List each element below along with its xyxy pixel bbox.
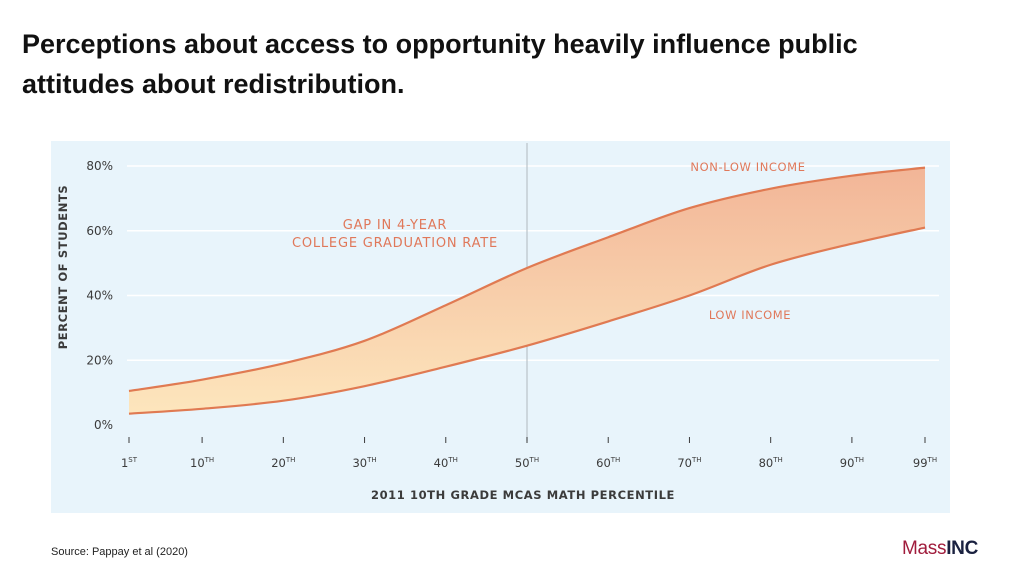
gap-annotation-line-1: GAP IN 4-YEAR xyxy=(343,218,448,233)
slide-title-line-1: Perceptions about access to opportunity … xyxy=(22,29,858,59)
logo-inc-text: INC xyxy=(946,538,979,559)
graduation-gap-chart: 0% 20% 40% 60% 80% 1ST 10TH 20TH 30TH 40TH 50TH 60… xyxy=(51,141,950,513)
x-tick-label: 20TH xyxy=(271,456,295,470)
x-tick-label: 99TH xyxy=(913,456,937,470)
chart-panel: 0% 20% 40% 60% 80% 1ST 10TH 20TH 30TH 40TH 50TH 60… xyxy=(51,141,950,513)
x-tick-label: 1ST xyxy=(121,456,138,470)
y-axis-label: PERCENT OF STUDENTS xyxy=(56,185,70,350)
x-tick-label: 80TH xyxy=(759,456,783,470)
x-tick-label: 40TH xyxy=(434,456,458,470)
x-tick-label: 10TH xyxy=(190,456,214,470)
x-tick-label: 30TH xyxy=(352,456,376,470)
y-tick-label: 40% xyxy=(86,289,113,303)
x-tick-label: 70TH xyxy=(677,456,701,470)
y-tick-label: 0% xyxy=(94,418,113,432)
y-tick-label: 80% xyxy=(86,159,113,173)
gap-area xyxy=(129,167,925,414)
series-label-low-income: LOW INCOME xyxy=(709,308,791,322)
x-axis-label: 2011 10TH GRADE MCAS MATH PERCENTILE xyxy=(371,488,675,502)
y-tick-label: 20% xyxy=(86,353,113,367)
y-tick-label: 60% xyxy=(86,224,113,238)
x-tick-label: 90TH xyxy=(840,456,864,470)
slide-title: Perceptions about access to opportunity … xyxy=(22,24,982,104)
source-citation: Source: Pappay et al (2020) xyxy=(51,546,188,558)
x-tick-label: 60TH xyxy=(596,456,620,470)
slide-title-line-2: attitudes about redistribution. xyxy=(22,69,405,99)
massinc-logo: MassINC xyxy=(902,538,978,560)
series-label-non-low-income: NON-LOW INCOME xyxy=(690,160,805,174)
gap-annotation-line-2: COLLEGE GRADUATION RATE xyxy=(292,236,498,251)
x-tick-label: 50TH xyxy=(515,456,539,470)
logo-mass-text: Mass xyxy=(902,538,947,559)
